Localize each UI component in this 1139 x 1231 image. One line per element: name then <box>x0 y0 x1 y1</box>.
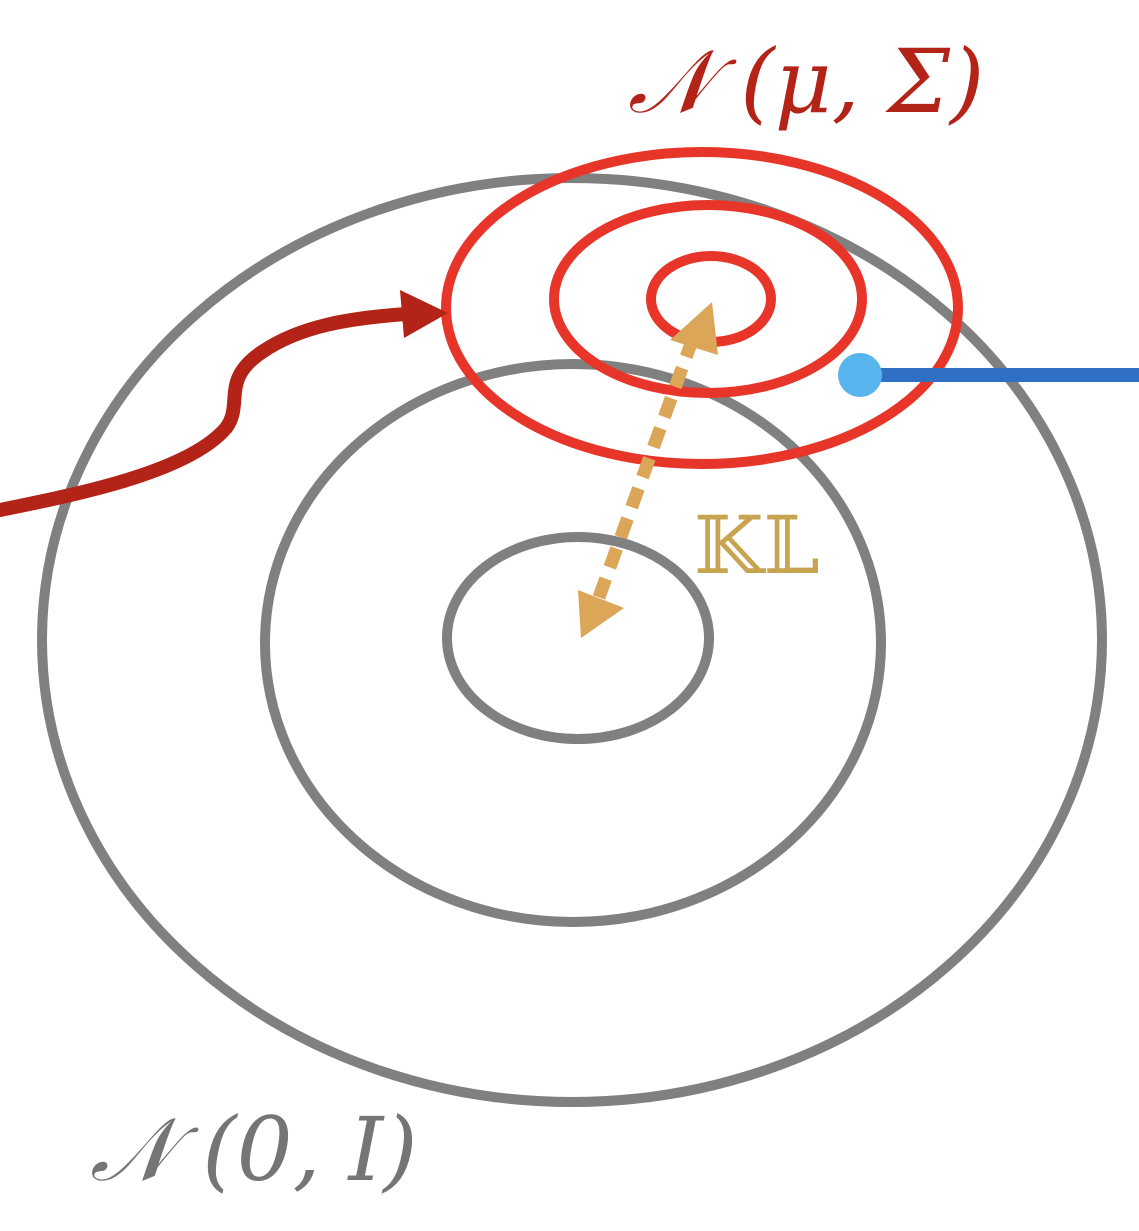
prior-contours <box>37 173 1107 1107</box>
input-arrow <box>0 290 448 517</box>
input-arrow-head <box>400 290 448 338</box>
prior-contour-outer <box>37 173 1107 1107</box>
posterior-contour-middle <box>549 200 867 398</box>
posterior-label: 𝒩 (μ, Σ) <box>628 30 984 133</box>
prior-contour-inner <box>442 532 714 744</box>
prior-label: 𝒩 (0, I) <box>90 1098 418 1201</box>
sample-point <box>838 353 1139 397</box>
kl-label: 𝕂𝕃 <box>694 499 820 592</box>
kl-arrow <box>578 302 718 638</box>
sample-dot <box>838 353 882 397</box>
kl-arrow-shaft <box>591 335 700 603</box>
prior-contour-middle <box>260 359 886 927</box>
input-arrow-curve <box>0 307 413 517</box>
kl-arrow-head-top <box>670 302 718 355</box>
kl-arrow-head-bottom <box>578 590 624 638</box>
posterior-contour-outer <box>441 147 963 469</box>
posterior-contours <box>441 147 963 469</box>
